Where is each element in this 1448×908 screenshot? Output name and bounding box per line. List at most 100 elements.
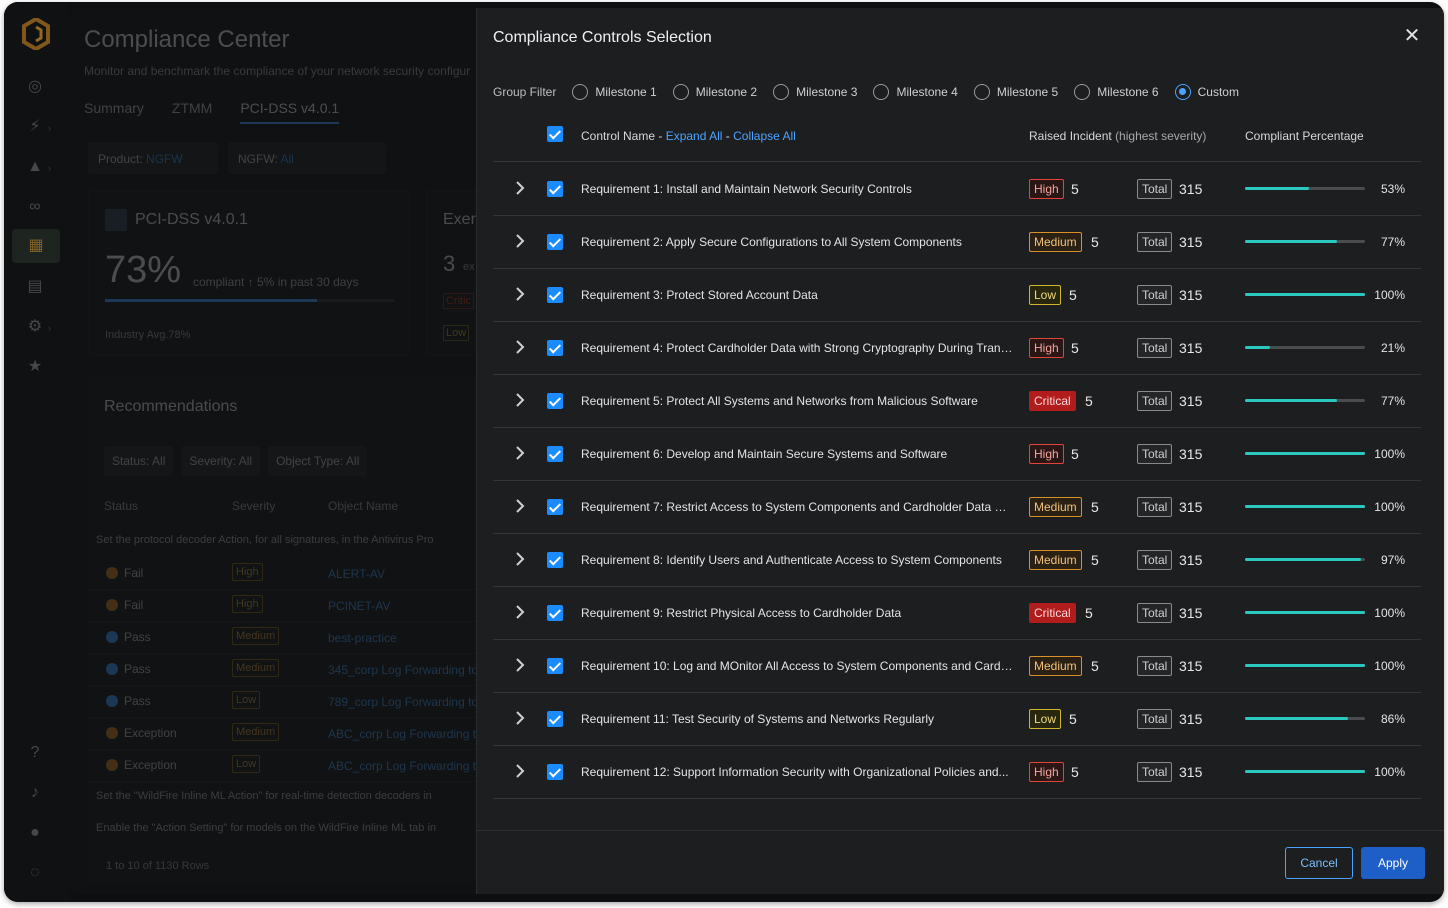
group-filter-radio[interactable]: Milestone 4 <box>873 84 958 100</box>
chevron-right-icon[interactable] <box>511 230 529 252</box>
select-all-checkbox[interactable] <box>547 126 563 142</box>
modal-footer: Cancel Apply <box>477 830 1444 894</box>
score-card: PCI-DSS v4.0.1 73% compliant ↑ 5% in pas… <box>88 190 410 356</box>
group-filter-radio[interactable]: Custom <box>1174 84 1239 100</box>
table-row[interactable]: Fail High PCINET-AV <box>88 590 508 622</box>
binoculars-icon[interactable]: ∞ <box>29 198 41 215</box>
chevron-right-icon[interactable] <box>511 442 529 464</box>
settings-gear-icon[interactable]: ⚙ <box>27 318 43 335</box>
row-object-name[interactable]: 789_corp Log Forwarding to <box>328 695 479 709</box>
table-row[interactable]: Pass Low 789_corp Log Forwarding to <box>88 686 508 718</box>
group-filter-radio[interactable]: Milestone 1 <box>572 84 657 100</box>
status-filter[interactable]: Status: All <box>104 446 174 476</box>
status-icon <box>106 631 118 643</box>
dashboard-icon[interactable]: ◎ <box>28 78 42 95</box>
tab-pci-dss[interactable]: PCI-DSS v4.0.1 <box>240 100 340 124</box>
control-checkbox[interactable] <box>547 552 563 568</box>
product-filter[interactable]: Product: NGFW <box>88 142 218 174</box>
tab-ztmm[interactable]: ZTMM <box>171 100 213 116</box>
radio-circle-icon <box>572 84 589 100</box>
row-status: Pass <box>124 662 151 676</box>
star-icon[interactable]: ★ <box>27 358 43 375</box>
chevron-right-icon[interactable] <box>511 707 529 729</box>
chevron-right-icon[interactable] <box>511 283 529 305</box>
control-checkbox[interactable] <box>547 711 563 727</box>
control-checkbox[interactable] <box>547 764 563 780</box>
chevron-right-icon[interactable] <box>511 601 529 623</box>
total-count: 315 <box>1179 711 1203 727</box>
reports-icon[interactable]: ▤ <box>27 278 43 295</box>
total-badge: Total <box>1137 444 1173 464</box>
compliance-percent: 86% <box>1380 712 1405 726</box>
control-checkbox[interactable] <box>547 446 563 462</box>
tab-summary[interactable]: Summary <box>84 100 144 116</box>
help-icon[interactable]: ? <box>30 744 40 761</box>
group-filter-radio[interactable]: Milestone 5 <box>973 84 1058 100</box>
control-checkbox[interactable] <box>547 287 563 303</box>
severity-filter[interactable]: Severity: All <box>181 446 261 476</box>
object-type-filter[interactable]: Object Type: All <box>268 446 368 476</box>
recommendation-group[interactable]: Enable the "Action Setting" for models o… <box>96 822 437 834</box>
total-count: 315 <box>1179 393 1203 409</box>
table-row[interactable]: Exception Medium ABC_corp Log Forwarding t… <box>88 718 508 750</box>
expand-all-link[interactable]: Expand All <box>665 129 723 143</box>
control-checkbox[interactable] <box>547 658 563 674</box>
control-checkbox[interactable] <box>547 234 563 250</box>
chevron-right-icon[interactable] <box>511 760 529 782</box>
group-filter-radio[interactable]: Milestone 3 <box>773 84 857 100</box>
compliance-progress-bar <box>1245 346 1365 349</box>
ngfw-filter-value: All <box>280 152 294 166</box>
control-name: Requirement 5: Protect All Systems and N… <box>581 394 978 408</box>
bell-icon[interactable]: ♪ <box>31 784 39 801</box>
table-row[interactable]: Fail High ALERT-AV <box>88 558 508 590</box>
table-row[interactable]: Exception Low ABC_corp Log Forwarding to <box>88 750 508 782</box>
ngfw-filter[interactable]: NGFW: All <box>228 142 386 174</box>
chevron-right-icon[interactable] <box>511 389 529 411</box>
user-icon[interactable]: ● <box>30 824 40 841</box>
control-checkbox[interactable] <box>547 340 563 356</box>
compliance-nav-icon[interactable]: ▦ <box>12 229 60 263</box>
apply-button[interactable]: Apply <box>1361 847 1425 879</box>
table-row[interactable]: Pass Medium 345_corp Log Forwarding to <box>88 654 508 686</box>
compliance-progress-bar <box>1245 293 1365 296</box>
row-object-name[interactable]: 345_corp Log Forwarding to <box>328 663 479 677</box>
trend-up-icon: ↑ <box>247 275 254 289</box>
col-object-name: Object Name <box>328 499 399 513</box>
activity-icon[interactable]: ⚡ <box>29 118 41 135</box>
row-object-name[interactable]: PCINET-AV <box>328 599 391 613</box>
total-badge: Total <box>1137 656 1173 676</box>
alert-icon[interactable]: ▲ <box>27 158 43 175</box>
table-row[interactable]: Pass Medium best-practice <box>88 622 508 654</box>
control-row: Requirement 8: Identify Users and Authen… <box>493 534 1421 587</box>
chevron-right-icon[interactable] <box>511 548 529 570</box>
expand-rail-icon[interactable]: ◌ <box>30 864 40 881</box>
chevron-right-icon[interactable] <box>511 177 529 199</box>
control-name-label: Control Name - <box>581 129 663 143</box>
severity-badge: Medium <box>1029 550 1082 570</box>
chevron-right-icon[interactable] <box>511 336 529 358</box>
status-icon <box>106 567 118 579</box>
recommendation-group[interactable]: Set the protocol decoder Action, for all… <box>96 534 434 546</box>
chevron-right-icon[interactable] <box>511 495 529 517</box>
row-object-name[interactable]: best-practice <box>328 631 397 645</box>
group-filter-radio[interactable]: Milestone 2 <box>672 84 757 100</box>
chevron-right-icon: › <box>48 123 51 133</box>
recommendation-group[interactable]: Set the "WildFire Inline ML Action" for … <box>96 790 432 802</box>
row-object-name[interactable]: ALERT-AV <box>328 567 385 581</box>
cancel-button[interactable]: Cancel <box>1285 847 1353 879</box>
incident-count: 5 <box>1071 446 1079 462</box>
severity-badge: High <box>1029 338 1064 358</box>
status-icon <box>106 663 118 675</box>
chevron-right-icon[interactable] <box>511 654 529 676</box>
control-checkbox[interactable] <box>547 499 563 515</box>
close-icon[interactable]: ✕ <box>1403 25 1421 47</box>
row-object-name[interactable]: ABC_corp Log Forwarding to <box>328 759 483 773</box>
control-checkbox[interactable] <box>547 605 563 621</box>
collapse-all-link[interactable]: Collapse All <box>733 129 796 143</box>
control-checkbox[interactable] <box>547 393 563 409</box>
status-icon <box>106 695 118 707</box>
control-checkbox[interactable] <box>547 181 563 197</box>
row-status: Pass <box>124 630 151 644</box>
group-filter-radio[interactable]: Milestone 6 <box>1074 84 1159 100</box>
row-object-name[interactable]: ABC_corp Log Forwarding to <box>328 727 483 741</box>
